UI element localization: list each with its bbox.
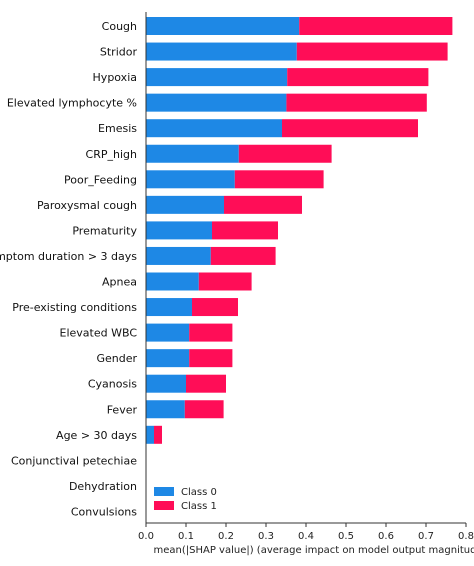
bar-class1 [234, 170, 324, 189]
bar-class1 [212, 221, 278, 240]
category-label: Paroxysmal cough [37, 199, 137, 212]
category-label: Elevated lymphocyte % [7, 97, 137, 110]
category-label: Emesis [98, 122, 137, 135]
bar-class1 [282, 119, 418, 138]
bar-class1 [198, 272, 252, 291]
bar-class0 [146, 93, 287, 112]
bar-class1 [238, 144, 332, 163]
legend-label: Class 1 [181, 501, 217, 512]
x-tick-label: 0.4 [298, 531, 314, 542]
bar-class0 [146, 221, 212, 240]
bar-class1 [192, 298, 238, 317]
bar-class1 [189, 349, 233, 368]
category-label: Stridor [100, 46, 138, 59]
legend-swatch [154, 501, 174, 510]
bar-class1 [286, 93, 427, 112]
x-axis-title: mean(|SHAP value|) (average impact on mo… [153, 545, 474, 556]
category-label: Gender [96, 352, 137, 365]
bar-class0 [146, 298, 192, 317]
category-label: Prematurity [72, 224, 137, 237]
category-label: Fever [107, 403, 138, 416]
bar-class1 [210, 246, 276, 265]
category-label: Conjunctival petechiae [11, 454, 137, 467]
category-label: Pre-existing conditions [12, 301, 137, 314]
x-tick-label: 0.7 [418, 531, 434, 542]
bar-class1 [186, 374, 226, 393]
bar-class0 [146, 400, 185, 419]
bar-class1 [287, 68, 429, 87]
bar-class1 [154, 425, 162, 444]
category-labels: Cough Stridor Hypoxia Elevated lymphocyte %… [0, 20, 137, 518]
bar-class0 [146, 42, 297, 61]
category-label: Age > 30 days [56, 429, 137, 442]
category-label: Poor_Feeding [64, 173, 137, 186]
bar-class1 [184, 400, 224, 419]
category-label: Elevated WBC [60, 327, 138, 340]
category-label: Apnea [102, 276, 137, 289]
bars-group [146, 17, 453, 444]
x-tick-label: 0.5 [338, 531, 354, 542]
category-label: Cyanosis [88, 378, 137, 391]
legend-label: Class 0 [181, 487, 217, 498]
bar-class0 [146, 246, 211, 265]
bar-class0 [146, 425, 154, 444]
bar-class0 [146, 68, 288, 87]
legend: Class 0 Class 1 [154, 487, 217, 512]
bar-class0 [146, 374, 186, 393]
bar-class0 [146, 323, 190, 342]
bar-class0 [146, 195, 224, 214]
category-label: CRP_high [86, 148, 137, 161]
bar-class0 [146, 119, 282, 138]
bar-class1 [189, 323, 233, 342]
bar-class0 [146, 349, 190, 368]
bar-class0 [146, 272, 199, 291]
x-axis-ticks: 0.0 0.1 0.2 0.3 0.4 0.5 0.6 0.7 0.8 [138, 523, 474, 542]
x-tick-label: 0.6 [378, 531, 394, 542]
bar-class0 [146, 170, 235, 189]
category-label: Symptom duration > 3 days [0, 250, 137, 263]
bar-class1 [299, 17, 453, 35]
category-label: Dehydration [69, 480, 137, 493]
bar-class1 [224, 195, 302, 214]
x-tick-label: 0.3 [258, 531, 274, 542]
legend-swatch [154, 487, 174, 496]
x-tick-label: 0.2 [218, 531, 234, 542]
category-label: Convulsions [71, 505, 137, 518]
category-label: Hypoxia [93, 71, 137, 84]
category-label: Cough [102, 20, 137, 33]
x-tick-label: 0.1 [178, 531, 194, 542]
bar-class1 [296, 42, 448, 61]
x-tick-label: 0.8 [458, 531, 474, 542]
bar-class0 [146, 144, 239, 163]
x-tick-label: 0.0 [138, 531, 154, 542]
bar-class0 [146, 17, 300, 35]
